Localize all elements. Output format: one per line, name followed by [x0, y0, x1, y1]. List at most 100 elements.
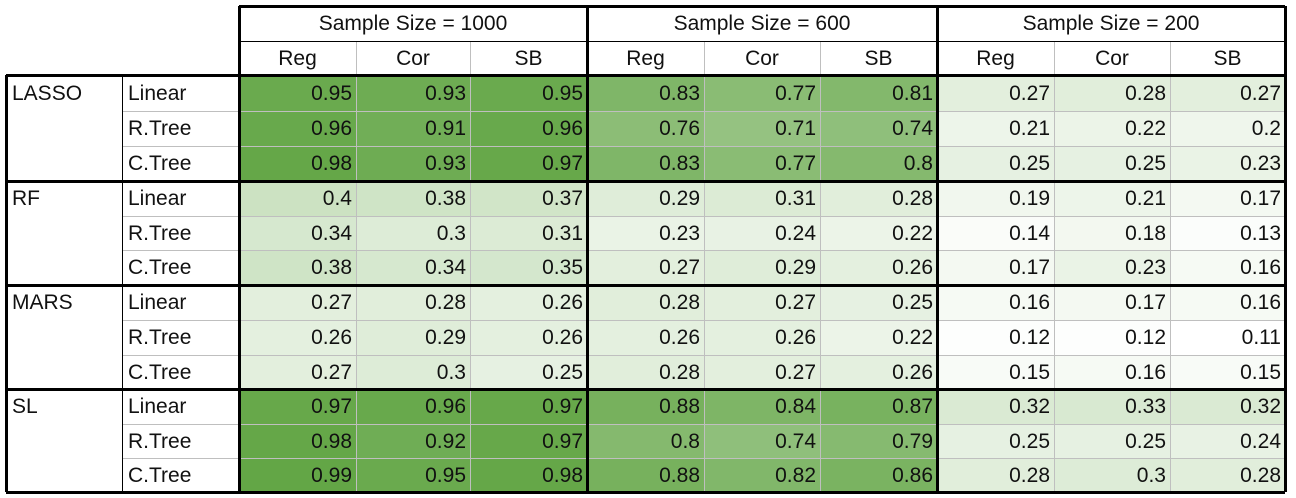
grid-line — [470, 41, 471, 492]
value-cell: 0.97 — [470, 424, 587, 458]
value-cell: 0.81 — [820, 75, 937, 111]
value-cell: 0.71 — [704, 111, 820, 146]
value-cell: 0.22 — [820, 320, 937, 355]
value-cell: 0.98 — [470, 458, 587, 492]
value-cell: 0.12 — [937, 320, 1054, 355]
value-cell: 0.24 — [704, 216, 820, 250]
value-cell: 0.79 — [820, 424, 937, 458]
value-cell: 0.16 — [1170, 285, 1285, 320]
grid-line — [122, 320, 1285, 321]
grid-line — [356, 41, 357, 492]
subcolumn-header: SB — [514, 46, 543, 70]
value-cell: 0.23 — [1054, 250, 1170, 285]
value-cell: 0.38 — [239, 250, 356, 285]
grid-line — [820, 41, 821, 492]
group-header: Sample Size = 600 — [673, 12, 851, 35]
value-cell: 0.83 — [587, 146, 704, 181]
value-cell: 0.77 — [704, 146, 820, 181]
grid-line — [122, 458, 1285, 459]
value-cell: 0.22 — [820, 216, 937, 250]
value-cell: 0.28 — [587, 355, 704, 389]
value-cell: 0.4 — [239, 181, 356, 216]
value-cell: 0.12 — [1054, 320, 1170, 355]
value-cell: 0.16 — [1170, 250, 1285, 285]
value-cell: 0.95 — [239, 75, 356, 111]
value-cell: 0.97 — [470, 389, 587, 424]
grid-line — [122, 146, 1285, 147]
value-cell: 0.95 — [470, 75, 587, 111]
group-header: Sample Size = 200 — [1022, 12, 1200, 35]
value-cell: 0.28 — [587, 285, 704, 320]
value-cell: 0.74 — [704, 424, 820, 458]
block-divider — [6, 284, 1285, 287]
model-label: R.Tree — [128, 221, 192, 245]
value-cell: 0.33 — [1054, 389, 1170, 424]
group-divider — [238, 6, 241, 492]
value-cell: 0.2 — [1170, 111, 1285, 146]
subcolumn-header: SB — [1213, 46, 1242, 70]
value-cell: 0.3 — [356, 216, 470, 250]
value-cell: 0.26 — [239, 320, 356, 355]
value-cell: 0.18 — [1054, 216, 1170, 250]
value-cell: 0.14 — [937, 216, 1054, 250]
method-label: MARS — [12, 291, 73, 314]
value-cell: 0.26 — [820, 250, 937, 285]
label-divider — [122, 75, 123, 492]
method-label: RF — [12, 187, 40, 210]
value-cell: 0.37 — [470, 181, 587, 216]
value-cell: 0.88 — [587, 458, 704, 492]
value-cell: 0.25 — [937, 146, 1054, 181]
model-label: C.Tree — [128, 152, 192, 175]
value-cell: 0.96 — [470, 111, 587, 146]
value-cell: 0.13 — [1170, 216, 1285, 250]
block-divider — [6, 388, 1285, 391]
value-cell: 0.16 — [1054, 355, 1170, 389]
value-cell: 0.15 — [937, 355, 1054, 389]
value-cell: 0.74 — [820, 111, 937, 146]
model-label: C.Tree — [128, 360, 192, 384]
grid-line — [122, 216, 1285, 217]
grid-line — [1054, 41, 1055, 492]
value-cell: 0.11 — [1170, 320, 1285, 355]
value-cell: 0.76 — [587, 111, 704, 146]
value-cell: 0.34 — [239, 216, 356, 250]
value-cell: 0.93 — [356, 75, 470, 111]
value-cell: 0.96 — [239, 111, 356, 146]
value-cell: 0.17 — [937, 250, 1054, 285]
grid-line — [122, 250, 1285, 251]
group-divider — [586, 6, 589, 492]
value-cell: 0.22 — [1054, 111, 1170, 146]
method-label: SL — [12, 395, 38, 418]
value-cell: 0.25 — [470, 355, 587, 389]
value-cell: 0.25 — [937, 424, 1054, 458]
value-cell: 0.97 — [470, 146, 587, 181]
value-cell: 0.93 — [356, 146, 470, 181]
value-cell: 0.24 — [1170, 424, 1285, 458]
subcolumn-header: Cor — [1095, 46, 1129, 70]
subcolumn-header: Cor — [396, 46, 430, 70]
subcolumn-header: Reg — [278, 46, 317, 70]
value-cell: 0.27 — [704, 355, 820, 389]
value-cell: 0.26 — [587, 320, 704, 355]
value-cell: 0.8 — [820, 146, 937, 181]
value-cell: 0.3 — [356, 355, 470, 389]
grid-line — [704, 41, 705, 492]
value-cell: 0.98 — [239, 424, 356, 458]
grid-line — [122, 424, 1285, 425]
value-cell: 0.26 — [470, 285, 587, 320]
value-cell: 0.28 — [1170, 458, 1285, 492]
value-cell: 0.98 — [239, 146, 356, 181]
value-cell: 0.32 — [1170, 389, 1285, 424]
value-cell: 0.26 — [470, 320, 587, 355]
model-label: C.Tree — [128, 463, 192, 487]
value-cell: 0.32 — [937, 389, 1054, 424]
value-cell: 0.99 — [239, 458, 356, 492]
value-cell: 0.25 — [820, 285, 937, 320]
value-cell: 0.87 — [820, 389, 937, 424]
value-cell: 0.34 — [356, 250, 470, 285]
table-border — [6, 74, 1285, 77]
header-divider — [239, 41, 1285, 42]
value-cell: 0.27 — [937, 75, 1054, 111]
value-cell: 0.95 — [356, 458, 470, 492]
model-label: Linear — [128, 395, 187, 418]
